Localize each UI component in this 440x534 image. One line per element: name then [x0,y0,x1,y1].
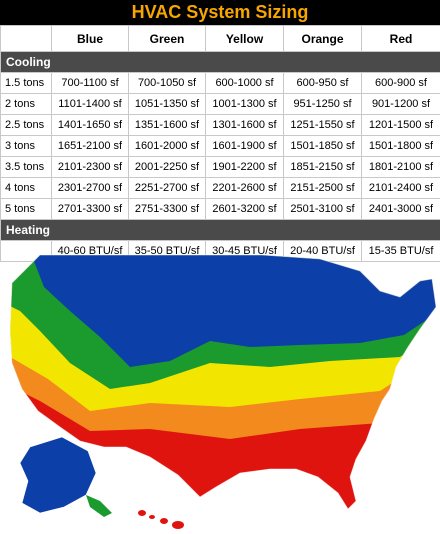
cooling-value-yellow: 2201-2600 sf [206,178,284,199]
cooling-value-orange: 951-1250 sf [284,94,362,115]
system-size: 2 tons [1,94,52,115]
cooling-value-green: 1351-1600 sf [129,115,206,136]
cooling-value-blue: 2301-2700 sf [52,178,129,199]
cooling-value-red: 1801-2100 sf [362,157,440,178]
cooling-value-red: 1501-1800 sf [362,136,440,157]
cooling-value-green: 700-1050 sf [129,73,206,94]
cooling-value-green: 2001-2250 sf [129,157,206,178]
cooling-value-red: 901-1200 sf [362,94,440,115]
cooling-value-blue: 1401-1650 sf [52,115,129,136]
cooling-label: Cooling [1,52,440,73]
hawaii-island [160,518,168,524]
cooling-value-blue: 700-1100 sf [52,73,129,94]
cooling-value-orange: 2501-3100 sf [284,199,362,220]
system-size: 1.5 tons [1,73,52,94]
column-header-green: Green [129,26,206,52]
climate-zone-map [0,251,440,529]
system-size: 2.5 tons [1,115,52,136]
system-size: 5 tons [1,199,52,220]
cooling-value-red: 2401-3000 sf [362,199,440,220]
cooling-section-header: Cooling [1,52,440,73]
column-header-blue: Blue [52,26,129,52]
cooling-value-orange: 1851-2150 sf [284,157,362,178]
cooling-value-red: 2101-2400 sf [362,178,440,199]
cooling-value-red: 600-900 sf [362,73,440,94]
cooling-value-yellow: 1601-1900 sf [206,136,284,157]
cooling-value-yellow: 1301-1600 sf [206,115,284,136]
heating-section-header: Heating [1,220,440,241]
column-header [1,26,52,52]
cooling-value-orange: 2151-2500 sf [284,178,362,199]
system-size: 3 tons [1,136,52,157]
us-map-svg [0,251,440,529]
hawaii-islands [138,510,184,529]
cooling-value-green: 1601-2000 sf [129,136,206,157]
system-size: 3.5 tons [1,157,52,178]
cooling-value-green: 2251-2700 sf [129,178,206,199]
cooling-value-green: 1051-1350 sf [129,94,206,115]
cooling-value-orange: 1251-1550 sf [284,115,362,136]
alaska-panhandle [86,495,112,517]
cooling-value-orange: 600-950 sf [284,73,362,94]
column-header-yellow: Yellow [206,26,284,52]
cooling-value-green: 2751-3300 sf [129,199,206,220]
hawaii-island [138,510,146,516]
table-header-row: Blue Green Yellow Orange Red [1,26,440,52]
sizing-table: Blue Green Yellow Orange Red Cooling 1.5… [0,25,440,262]
hawaii-island [149,515,155,519]
cooling-value-orange: 1501-1850 sf [284,136,362,157]
cooling-value-blue: 1651-2100 sf [52,136,129,157]
cooling-value-yellow: 1901-2200 sf [206,157,284,178]
cooling-value-yellow: 2601-3200 sf [206,199,284,220]
heating-label: Heating [1,220,440,241]
page-title: HVAC System Sizing [0,0,440,25]
cooling-value-red: 1201-1500 sf [362,115,440,136]
cooling-value-blue: 2101-2300 sf [52,157,129,178]
cooling-value-blue: 1101-1400 sf [52,94,129,115]
cooling-value-yellow: 600-1000 sf [206,73,284,94]
cooling-value-yellow: 1001-1300 sf [206,94,284,115]
system-size: 4 tons [1,178,52,199]
column-header-orange: Orange [284,26,362,52]
cooling-value-blue: 2701-3300 sf [52,199,129,220]
hawaii-island [172,521,184,529]
column-header-red: Red [362,26,440,52]
